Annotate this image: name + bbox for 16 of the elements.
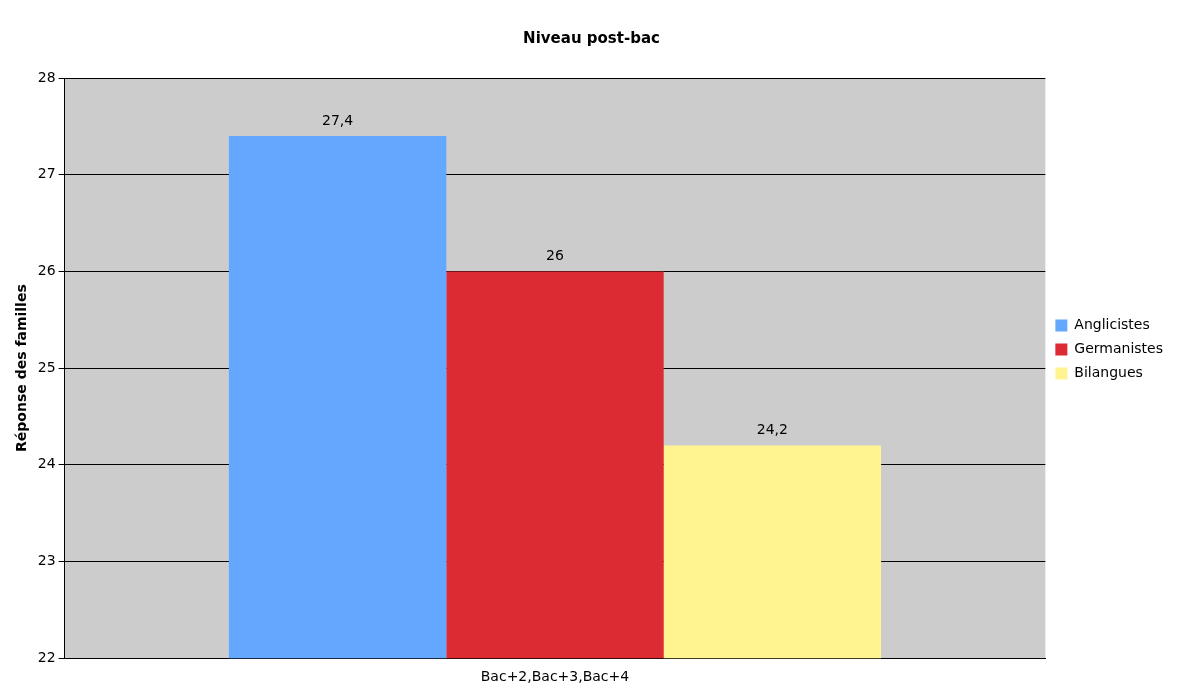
y-tick-label: 24: [37, 455, 56, 472]
chart-title: Niveau post-bac: [523, 28, 660, 47]
data-label: 24,2: [756, 421, 788, 438]
data-label: 26: [546, 247, 564, 264]
y-tick-label: 22: [37, 648, 56, 665]
legend-label: Anglicistes: [1074, 316, 1150, 333]
data-label: 27,4: [322, 111, 354, 128]
x-tick-label: Bac+2,Bac+3,Bac+4: [480, 668, 630, 685]
legend-label: Bilangues: [1074, 364, 1143, 381]
y-tick-label: 28: [37, 68, 56, 85]
legend-label: Germanistes: [1074, 340, 1164, 357]
y-tick-label: 26: [37, 262, 56, 279]
y-tick-label: 27: [37, 165, 56, 182]
y-tick-label: 25: [37, 358, 56, 375]
y-axis-title: Réponse des familles: [13, 284, 30, 452]
y-tick-label: 23: [37, 552, 56, 569]
